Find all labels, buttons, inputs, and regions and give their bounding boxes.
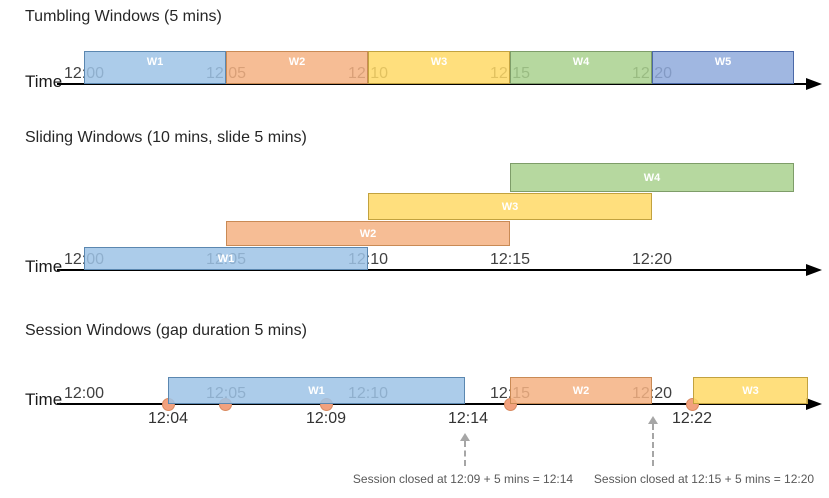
section-title-tumbling: Tumbling Windows (5 mins) xyxy=(25,8,222,25)
window-label: W3 xyxy=(430,56,448,68)
annotation-arrow-line xyxy=(464,441,466,466)
window-label: W2 xyxy=(359,227,377,240)
window-session-w1: W1 xyxy=(168,377,465,404)
session-close-time-label: 12:14 xyxy=(447,410,489,427)
section-title-sliding: Sliding Windows (10 mins, slide 5 mins) xyxy=(25,129,307,146)
window-label: W3 xyxy=(742,384,759,397)
axis-tick-sliding-1215: 12:15 xyxy=(489,251,531,268)
event-time-label: 12:04 xyxy=(147,410,189,427)
timeline-arrowhead-sliding xyxy=(806,264,822,276)
timeline-arrowhead-session xyxy=(806,398,822,410)
window-session-w3: W3 xyxy=(693,377,808,404)
window-label: W4 xyxy=(572,56,590,68)
annotation-arrow-head xyxy=(648,416,658,424)
window-label: W3 xyxy=(501,200,519,213)
timeline-arrowhead-tumbling xyxy=(806,78,822,90)
window-sliding-w2: W2 xyxy=(226,221,510,246)
session-closed-annotation: Session closed at 12:09 + 5 mins = 12:14 xyxy=(352,472,574,486)
section-title-session: Session Windows (gap duration 5 mins) xyxy=(25,322,307,339)
window-session-w2: W2 xyxy=(510,377,652,404)
timeline-tumbling xyxy=(57,83,809,85)
window-tumbling-w5: W5 xyxy=(652,51,794,84)
window-sliding-w4: W4 xyxy=(510,163,794,192)
window-tumbling-w3: W3 xyxy=(368,51,510,84)
timeline-sliding xyxy=(57,269,809,271)
window-label: W5 xyxy=(714,56,732,68)
window-label: W1 xyxy=(146,56,164,68)
session-closed-annotation: Session closed at 12:15 + 5 mins = 12:20 xyxy=(593,472,815,486)
axis-label-sliding: Time xyxy=(25,257,63,276)
event-time-label: 12:09 xyxy=(305,410,347,427)
window-sliding-w1: W1 xyxy=(84,247,368,270)
axis-label-tumbling: Time xyxy=(25,72,63,91)
axis-tick-session-1200: 12:00 xyxy=(63,385,105,402)
window-label: W2 xyxy=(572,384,590,397)
window-label: W1 xyxy=(217,252,235,265)
window-tumbling-w1: W1 xyxy=(84,51,226,84)
axis-label-session: Time xyxy=(25,390,63,409)
annotation-arrow-line xyxy=(652,424,654,466)
window-label: W2 xyxy=(288,56,306,68)
window-label: W1 xyxy=(308,384,325,397)
window-label: W4 xyxy=(643,171,661,184)
window-tumbling-w2: W2 xyxy=(226,51,368,84)
timeline-session xyxy=(57,403,809,405)
annotation-arrow-head xyxy=(460,433,470,441)
event-time-label: 12:22 xyxy=(671,410,713,427)
axis-tick-sliding-1220: 12:20 xyxy=(631,251,673,268)
window-sliding-w3: W3 xyxy=(368,193,652,220)
window-tumbling-w4: W4 xyxy=(510,51,652,84)
